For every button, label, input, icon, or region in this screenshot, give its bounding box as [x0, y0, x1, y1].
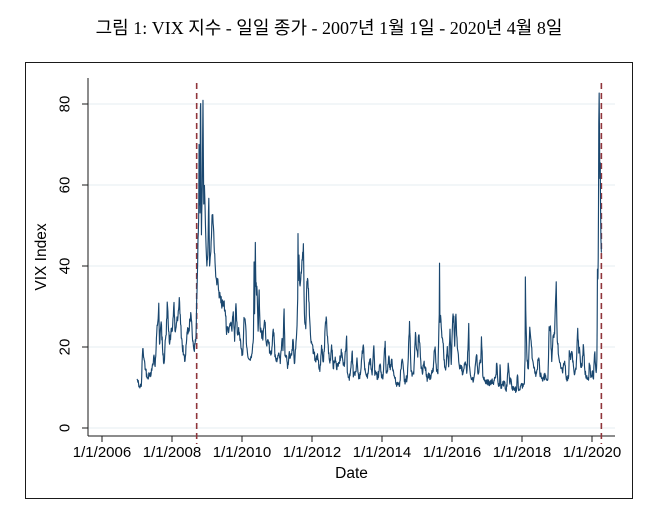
- figure-title: 그림 1: VIX 지수 - 일일 종가 - 2007년 1월 1일 - 202…: [95, 18, 563, 38]
- y-tick-label: 0: [56, 424, 73, 432]
- x-tick-label: 1/1/2006: [73, 444, 131, 461]
- y-tick-label: 20: [56, 339, 73, 356]
- vix-line-chart: 0 20 40 60 80 1/1/2006 1/1/2008 1/1/2010 1/1/201…: [33, 78, 621, 482]
- y-tick-label: 40: [56, 258, 73, 275]
- x-tick-label: 1/1/2016: [423, 444, 481, 461]
- x-tick-label: 1/1/2014: [353, 444, 411, 461]
- y-tick-label: 60: [56, 177, 73, 194]
- x-tick-label: 1/1/2010: [213, 444, 271, 461]
- x-tick-label: 1/1/2012: [283, 444, 341, 461]
- y-axis-title: VIX Index: [33, 223, 50, 290]
- x-tick-label: 1/1/2008: [143, 444, 201, 461]
- x-axis-title: Date: [335, 465, 368, 482]
- x-tick-label: 1/1/2018: [493, 444, 551, 461]
- vix-series-path: [136, 92, 602, 393]
- x-tick-label: 1/1/2020: [563, 444, 621, 461]
- chart-frame: 0 20 40 60 80 1/1/2006 1/1/2008 1/1/2010 1/1/201…: [25, 62, 633, 499]
- y-tick-label: 80: [56, 96, 73, 113]
